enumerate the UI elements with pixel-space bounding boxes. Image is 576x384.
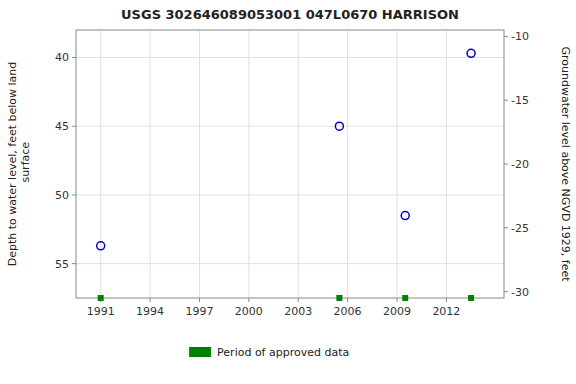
- data-point: [335, 122, 343, 130]
- approved-marker: [402, 295, 408, 301]
- x-tick-label: 2006: [334, 305, 362, 318]
- y-tick-label: 55: [55, 258, 69, 271]
- x-tick: [347, 298, 348, 302]
- x-tick-label: 1994: [136, 305, 164, 318]
- plot-frame: [76, 30, 504, 298]
- legend: Period of approved data: [189, 346, 349, 359]
- edge-markers: [98, 295, 474, 301]
- y-axis-label: Depth to water level, feet below land su…: [6, 62, 32, 267]
- axes: 1991 1994 1997 2000 2003 2006 2009 2012 40 45 50 55…: [55, 30, 529, 318]
- plot-area: [97, 49, 475, 249]
- x-tick-label: 2003: [284, 305, 312, 318]
- x-tick: [150, 298, 151, 302]
- grid-line-x: [446, 30, 447, 298]
- y-tick: [72, 263, 76, 264]
- y2-tick: [504, 100, 508, 101]
- grid-line-y: [76, 263, 504, 264]
- x-tick: [397, 298, 398, 302]
- y-tick: [72, 194, 76, 195]
- y-axis-label-line: surface: [19, 142, 32, 186]
- y-tick-label: 50: [55, 189, 69, 202]
- y2-tick-label: -10: [511, 30, 529, 43]
- data-point: [401, 212, 409, 220]
- data-point: [467, 49, 475, 57]
- x-tick-label: 2000: [235, 305, 263, 318]
- grid-line-x: [397, 30, 398, 298]
- chart-container: 1991 1994 1997 2000 2003 2006 2009 2012 40 45 50 55…: [0, 0, 576, 384]
- grid-line-y: [76, 126, 504, 127]
- legend-swatch: [189, 347, 211, 357]
- y2-tick-label: -20: [511, 158, 529, 171]
- x-tick-label: 1997: [185, 305, 213, 318]
- chart: 1991 1994 1997 2000 2003 2006 2009 2012 40 45 50 55…: [0, 0, 576, 384]
- grid-line-x: [347, 30, 348, 298]
- y-tick-label: 40: [55, 51, 69, 64]
- y2-axis-label: Groundwater level above NGVD 1929, feet: [559, 46, 572, 282]
- grid-line-x: [150, 30, 151, 298]
- y2-tick-label: -25: [511, 222, 529, 235]
- y2-tick: [504, 164, 508, 165]
- x-tick-label: 1991: [87, 305, 115, 318]
- grid-line-x: [248, 30, 249, 298]
- y2-tick: [504, 36, 508, 37]
- data-point: [97, 242, 105, 250]
- x-tick: [248, 298, 249, 302]
- grid-line-y: [76, 194, 504, 195]
- y2-tick: [504, 291, 508, 292]
- grid-line-x: [298, 30, 299, 298]
- approved-marker: [336, 295, 342, 301]
- grid-line-y: [76, 57, 504, 58]
- legend-label: Period of approved data: [217, 346, 349, 359]
- x-tick: [298, 298, 299, 302]
- x-tick-label: 2012: [432, 305, 460, 318]
- y2-tick-label: -30: [511, 286, 529, 299]
- approved-marker: [98, 295, 104, 301]
- y-tick: [72, 126, 76, 127]
- x-tick: [199, 298, 200, 302]
- grid: [76, 30, 504, 298]
- y-tick-label: 45: [55, 120, 69, 133]
- y-tick: [72, 57, 76, 58]
- approved-marker: [468, 295, 474, 301]
- grid-line-x: [199, 30, 200, 298]
- y2-tick-label: -15: [511, 94, 529, 107]
- y-axis-label-line: Depth to water level, feet below land: [6, 62, 19, 267]
- y2-tick: [504, 227, 508, 228]
- x-tick: [446, 298, 447, 302]
- grid-line-x: [100, 30, 101, 298]
- x-tick-label: 2009: [383, 305, 411, 318]
- title: USGS 302646089053001 047L0670 HARRISON: [121, 7, 459, 22]
